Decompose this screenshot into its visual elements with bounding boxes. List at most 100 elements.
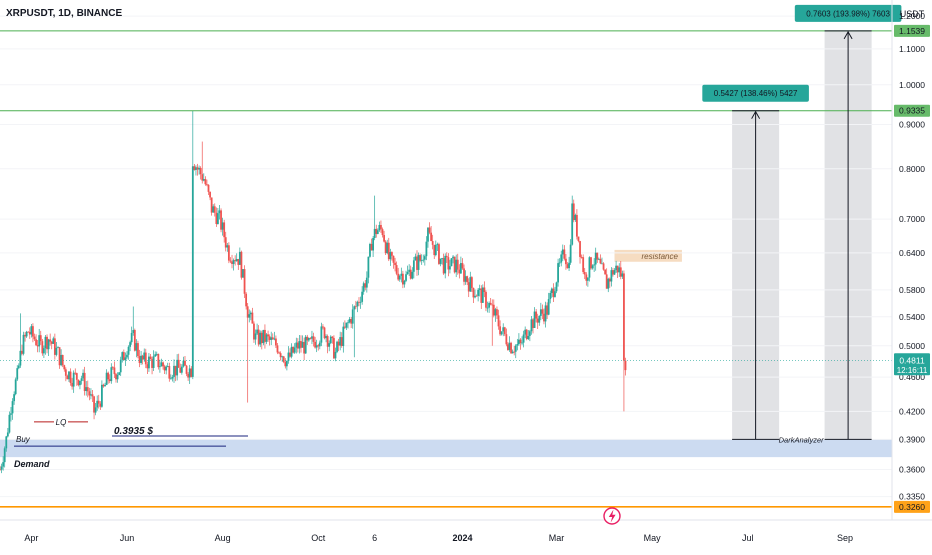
candle-body[interactable] [505, 334, 508, 345]
candle-body[interactable] [124, 357, 127, 361]
candle-body[interactable] [273, 338, 276, 340]
candle-body[interactable] [580, 256, 583, 258]
candle-body[interactable] [362, 283, 365, 292]
candle-body[interactable] [427, 227, 429, 242]
candles-layer[interactable] [0, 110, 627, 474]
candle-body[interactable] [483, 287, 486, 293]
candle-body[interactable] [375, 228, 378, 234]
candle-body[interactable] [329, 336, 332, 344]
candle-body[interactable] [227, 245, 230, 261]
candle-body[interactable] [610, 270, 613, 282]
candle-body[interactable] [279, 353, 282, 358]
candle-body[interactable] [488, 302, 491, 308]
candle-body[interactable] [135, 343, 138, 351]
candle-body[interactable] [539, 309, 542, 316]
candle-body[interactable] [510, 342, 512, 354]
candle-body[interactable] [406, 271, 409, 275]
candle-body[interactable] [271, 337, 274, 340]
candle-body[interactable] [378, 225, 381, 231]
candle-body[interactable] [118, 372, 121, 375]
candle-body[interactable] [447, 257, 450, 270]
candle-body[interactable] [282, 356, 285, 363]
candle-body[interactable] [535, 311, 538, 319]
candle-body[interactable] [127, 346, 130, 355]
candle-body[interactable] [593, 264, 596, 266]
candle-body[interactable] [61, 354, 64, 366]
candle-body[interactable] [615, 265, 617, 271]
candle-body[interactable] [412, 260, 415, 272]
candle-body[interactable] [365, 277, 368, 288]
candle-body[interactable] [94, 407, 97, 413]
candle-body[interactable] [68, 371, 70, 380]
candle-body[interactable] [325, 336, 327, 339]
candle-body[interactable] [604, 269, 607, 275]
candle-body[interactable] [237, 259, 240, 265]
candle-body[interactable] [270, 337, 273, 340]
candle-body[interactable] [42, 348, 45, 354]
candle-body[interactable] [575, 214, 578, 237]
candle-body[interactable] [442, 258, 445, 274]
candle-body[interactable] [185, 365, 188, 374]
candle-body[interactable] [242, 269, 244, 278]
candle-body[interactable] [398, 275, 401, 280]
candle-body[interactable] [337, 341, 340, 346]
candle-body[interactable] [206, 184, 208, 186]
candle-body[interactable] [343, 326, 346, 328]
candle-body[interactable] [605, 274, 608, 289]
candle-body[interactable] [49, 339, 52, 342]
candle-body[interactable] [182, 360, 185, 367]
candle-body[interactable] [52, 338, 55, 344]
candle-body[interactable] [71, 382, 74, 387]
target-label-box-2[interactable] [794, 4, 902, 22]
candle-body[interactable] [577, 236, 580, 242]
candle-body[interactable] [411, 271, 414, 279]
candle-body[interactable] [146, 364, 149, 369]
candle-body[interactable] [132, 330, 135, 333]
candle-body[interactable] [221, 222, 224, 230]
candle-body[interactable] [481, 287, 484, 303]
candle-body[interactable] [348, 318, 351, 323]
candle-body[interactable] [140, 355, 142, 363]
candle-body[interactable] [253, 323, 255, 340]
candle-body[interactable] [513, 351, 516, 353]
candle-body[interactable] [590, 257, 592, 269]
candle-body[interactable] [384, 241, 387, 254]
candle-body[interactable] [138, 356, 141, 363]
candle-body[interactable] [354, 306, 357, 308]
candle-body[interactable] [469, 277, 472, 292]
candle-body[interactable] [293, 347, 296, 353]
candle-body[interactable] [532, 319, 534, 328]
candle-body[interactable] [110, 367, 113, 382]
candle-body[interactable] [351, 309, 354, 324]
candle-body[interactable] [151, 359, 153, 368]
candle-body[interactable] [547, 299, 550, 315]
candle-body[interactable] [33, 336, 36, 340]
candle-body[interactable] [268, 336, 271, 340]
candle-body[interactable] [386, 242, 389, 254]
candle-body[interactable] [470, 277, 473, 288]
candle-body[interactable] [557, 263, 559, 283]
candle-body[interactable] [165, 366, 168, 371]
candle-body[interactable] [433, 244, 436, 256]
candle-body[interactable] [177, 359, 180, 368]
candle-body[interactable] [66, 375, 69, 380]
candle-body[interactable] [104, 384, 106, 387]
candle-body[interactable] [75, 373, 78, 380]
candle-body[interactable] [326, 336, 329, 347]
candle-body[interactable] [82, 372, 84, 379]
candle-body[interactable] [419, 255, 422, 261]
candle-body[interactable] [511, 351, 514, 354]
candle-body[interactable] [449, 266, 451, 270]
candle-body[interactable] [46, 336, 48, 350]
candle-body[interactable] [307, 337, 310, 341]
candle-body[interactable] [621, 273, 624, 277]
candle-body[interactable] [544, 305, 547, 322]
candle-body[interactable] [55, 347, 58, 355]
candle-body[interactable] [306, 336, 309, 341]
candle-body[interactable] [13, 394, 16, 402]
candle-body[interactable] [223, 222, 226, 238]
candle-body[interactable] [342, 326, 345, 346]
candle-body[interactable] [616, 265, 619, 273]
candle-body[interactable] [169, 378, 172, 380]
candle-body[interactable] [347, 322, 349, 324]
